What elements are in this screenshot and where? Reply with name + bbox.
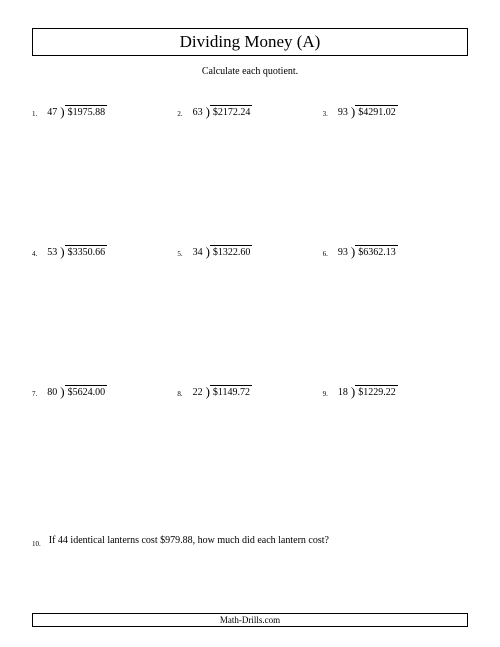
long-division: 93)$4291.02 [338,105,398,120]
problem-number: 5. [177,245,182,263]
divisor: 47 [47,106,60,120]
divisor: 22 [193,386,206,400]
problem-number: 8. [177,385,182,403]
worksheet-title: Dividing Money (A) [32,28,468,56]
divisor: 53 [47,246,60,260]
problem: 8. 22)$1149.72 [177,385,322,525]
word-problem: 10. If 44 identical lanterns cost $979.8… [32,535,468,553]
problem: 1. 47)$1975.88 [32,105,177,245]
long-division: 22)$1149.72 [193,385,252,400]
divisor: 18 [338,386,351,400]
problem: 4. 53)$3350.66 [32,245,177,385]
divisor: 93 [338,106,351,120]
problem-number: 10. [32,535,41,553]
long-division: 53)$3350.66 [47,245,107,260]
long-division: 47)$1975.88 [47,105,107,120]
dividend: $2172.24 [210,105,253,120]
problems-grid: 1. 47)$1975.88 2. 63)$2172.24 3. 93)$429… [32,105,468,525]
instruction-text: Calculate each quotient. [32,66,468,77]
long-division: 80)$5624.00 [47,385,107,400]
dividend: $1322.60 [210,245,253,260]
problem: 5. 34)$1322.60 [177,245,322,385]
dividend: $6362.13 [355,245,398,260]
long-division: 34)$1322.60 [193,245,253,260]
problem-number: 6. [323,245,328,263]
dividend: $1149.72 [210,385,252,400]
problem: 3. 93)$4291.02 [323,105,468,245]
dividend: $5624.00 [65,385,108,400]
problem-number: 2. [177,105,182,123]
dividend: $4291.02 [355,105,398,120]
problem-number: 3. [323,105,328,123]
word-problem-text: If 44 identical lanterns cost $979.88, h… [49,535,329,553]
problem-number: 1. [32,105,37,123]
problem-number: 9. [323,385,328,403]
divisor: 93 [338,246,351,260]
problem-number: 4. [32,245,37,263]
dividend: $1229.22 [355,385,398,400]
long-division: 63)$2172.24 [193,105,253,120]
dividend: $3350.66 [65,245,108,260]
long-division: 18)$1229.22 [338,385,398,400]
divisor: 80 [47,386,60,400]
problem-number: 7. [32,385,37,403]
footer-attribution: Math-Drills.com [32,613,468,627]
problem: 6. 93)$6362.13 [323,245,468,385]
problem: 7. 80)$5624.00 [32,385,177,525]
problem: 9. 18)$1229.22 [323,385,468,525]
divisor: 63 [193,106,206,120]
divisor: 34 [193,246,206,260]
long-division: 93)$6362.13 [338,245,398,260]
dividend: $1975.88 [65,105,108,120]
problem: 2. 63)$2172.24 [177,105,322,245]
